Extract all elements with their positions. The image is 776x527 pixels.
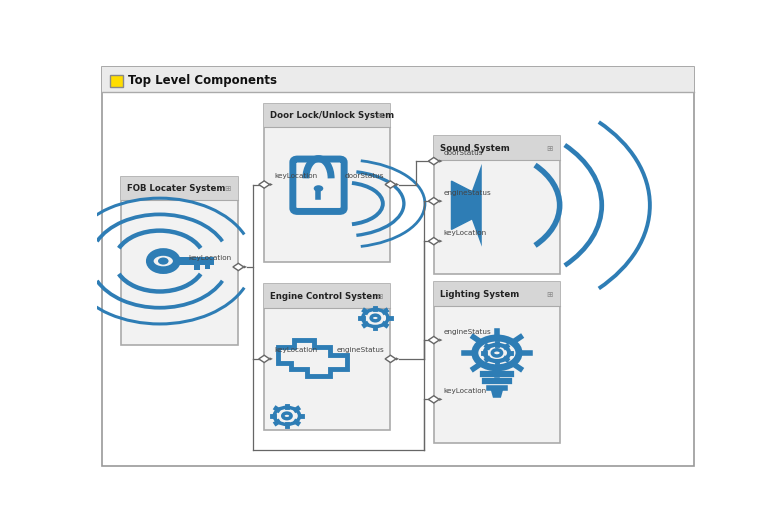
Text: keyLocation: keyLocation xyxy=(274,173,317,179)
Polygon shape xyxy=(269,183,273,186)
Bar xyxy=(434,136,560,274)
Bar xyxy=(434,136,560,160)
Polygon shape xyxy=(396,183,399,186)
Polygon shape xyxy=(428,336,439,344)
Text: Sound System: Sound System xyxy=(440,143,510,152)
Polygon shape xyxy=(258,355,269,363)
Bar xyxy=(121,177,238,345)
Polygon shape xyxy=(428,158,439,165)
Text: engineStatus: engineStatus xyxy=(444,329,491,335)
Text: Top Level Components: Top Level Components xyxy=(128,74,277,87)
Text: FOB Locater System: FOB Locater System xyxy=(127,184,226,193)
Text: Lighting System: Lighting System xyxy=(440,290,519,299)
Polygon shape xyxy=(385,355,396,363)
Polygon shape xyxy=(428,198,439,205)
Polygon shape xyxy=(428,238,439,245)
Bar xyxy=(434,282,560,306)
Polygon shape xyxy=(439,239,442,243)
Polygon shape xyxy=(428,396,439,403)
Text: keyLocation: keyLocation xyxy=(444,230,487,236)
Polygon shape xyxy=(439,338,442,341)
Text: engineStatus: engineStatus xyxy=(336,347,384,354)
Text: Engine Control System: Engine Control System xyxy=(270,291,381,301)
Text: keyLocation: keyLocation xyxy=(444,388,487,394)
Bar xyxy=(121,177,238,200)
Polygon shape xyxy=(269,357,273,360)
Polygon shape xyxy=(396,357,399,360)
Polygon shape xyxy=(233,264,244,270)
Text: ⊞: ⊞ xyxy=(224,184,230,193)
Polygon shape xyxy=(176,257,213,265)
Text: doorStatus: doorStatus xyxy=(345,173,384,179)
Polygon shape xyxy=(385,181,396,188)
Text: ⊞: ⊞ xyxy=(376,111,383,120)
Text: Door Lock/Unlock System: Door Lock/Unlock System xyxy=(270,111,394,120)
Text: engineStatus: engineStatus xyxy=(444,190,491,196)
Text: keyLocation: keyLocation xyxy=(274,347,317,354)
Polygon shape xyxy=(439,398,442,401)
Polygon shape xyxy=(490,388,504,398)
Polygon shape xyxy=(452,181,472,229)
Bar xyxy=(102,67,694,92)
Polygon shape xyxy=(439,160,442,163)
Circle shape xyxy=(314,185,324,192)
Polygon shape xyxy=(244,265,247,269)
Text: keyLocation: keyLocation xyxy=(189,256,232,261)
Bar xyxy=(264,104,390,262)
Text: doorStatus: doorStatus xyxy=(444,150,483,155)
Circle shape xyxy=(158,258,168,265)
Polygon shape xyxy=(194,265,200,270)
Polygon shape xyxy=(439,200,442,203)
Bar xyxy=(264,285,390,308)
Bar xyxy=(110,75,123,87)
Bar xyxy=(264,104,390,128)
Text: ⊞: ⊞ xyxy=(546,290,553,299)
Bar xyxy=(264,285,390,431)
Polygon shape xyxy=(205,265,210,269)
Text: ⊞: ⊞ xyxy=(376,291,383,301)
Polygon shape xyxy=(258,181,269,188)
Polygon shape xyxy=(472,164,482,247)
Bar xyxy=(434,282,560,443)
Text: ⊞: ⊞ xyxy=(546,143,553,152)
